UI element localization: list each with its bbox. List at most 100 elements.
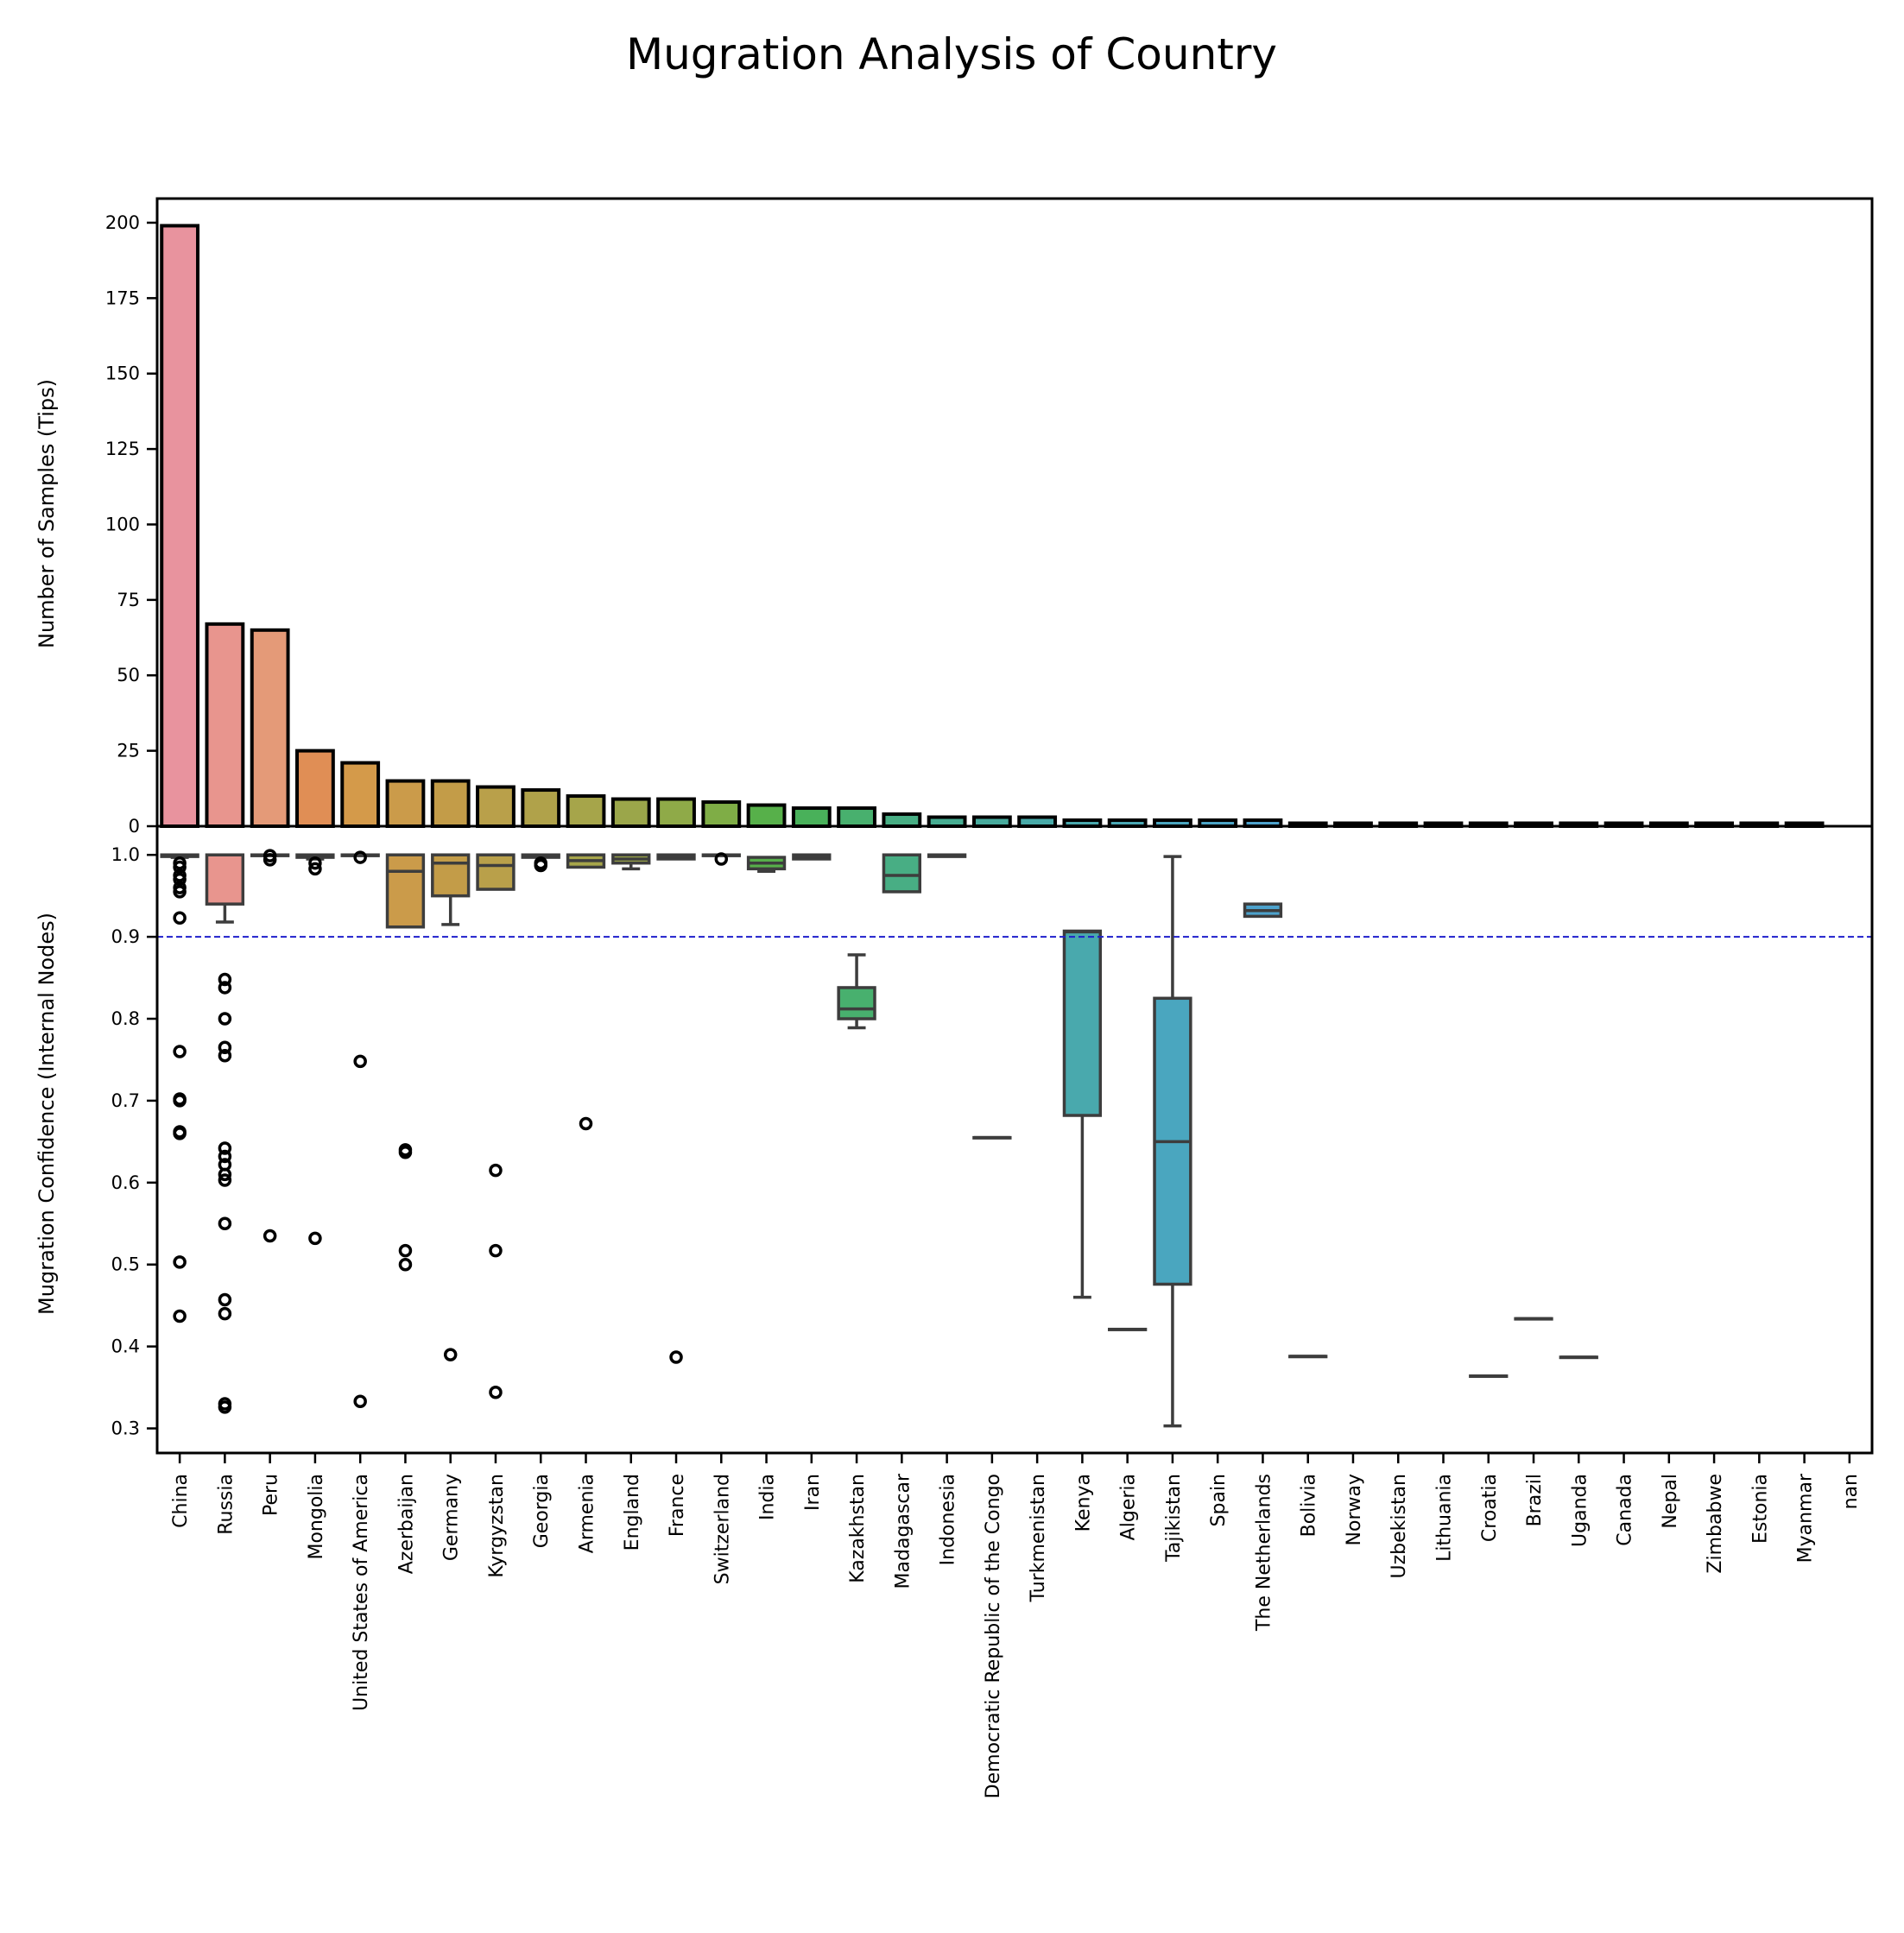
xtick-label: Germany <box>441 1474 463 1561</box>
bar-ylabel: Number of Samples (Tips) <box>35 379 59 648</box>
bar <box>701 800 742 828</box>
xtick-label: Kazakhstan <box>847 1474 869 1583</box>
bar-ytick-label: 150 <box>105 363 140 384</box>
bar <box>476 785 516 828</box>
box-ytick-label: 0.4 <box>111 1336 140 1357</box>
bar-ytick-label: 0 <box>129 816 140 837</box>
box-ytick-label: 0.7 <box>111 1090 140 1111</box>
bar <box>295 749 335 828</box>
chart-title: Mugration Analysis of Country <box>626 29 1277 79</box>
box-flier <box>489 1243 503 1258</box>
box-flier <box>308 856 322 870</box>
box-flier <box>263 1229 277 1243</box>
xtick-label: Switzerland <box>712 1474 733 1584</box>
box-flier <box>218 1149 232 1164</box>
xtick-label: Zimbabwe <box>1705 1474 1726 1574</box>
bar <box>430 779 471 829</box>
xtick-label: Bolivia <box>1299 1474 1320 1537</box>
box-flier <box>353 1054 367 1069</box>
bar-panel-frame <box>155 197 1874 828</box>
xtick-label: Croatia <box>1479 1474 1501 1542</box>
box-flier <box>534 858 547 873</box>
box-flier <box>173 1045 187 1058</box>
box-flier <box>218 1216 232 1231</box>
bar <box>610 797 651 829</box>
box-flier <box>353 1394 367 1408</box>
xtick-label: Georgia <box>531 1474 553 1548</box>
box-ytick-label: 1.0 <box>111 844 140 865</box>
xtick-label: Estonia <box>1749 1474 1771 1544</box>
box-flier <box>173 1094 187 1108</box>
box-flier <box>173 911 187 925</box>
bar <box>205 622 245 829</box>
box-flier <box>714 852 729 866</box>
box-flier <box>308 1231 322 1246</box>
xtick-label: Algeria <box>1118 1474 1140 1540</box>
box-flier <box>173 1309 187 1323</box>
xtick-label: Mongolia <box>306 1474 327 1560</box>
xtick-label: India <box>757 1474 779 1520</box>
box <box>205 853 245 906</box>
box-ytick-label: 0.3 <box>111 1418 140 1439</box>
box-flier <box>443 1348 458 1361</box>
box-flier <box>173 860 187 875</box>
box-flier <box>218 972 232 987</box>
box-flier <box>398 1257 413 1272</box>
xtick-label: Russia <box>215 1474 237 1535</box>
box-flier <box>218 1306 232 1321</box>
xtick-label: Norway <box>1344 1474 1365 1545</box>
xtick-label: Uganda <box>1569 1474 1591 1547</box>
box-panel: 0.3 0.4 0.5 0.6 0.7 0.8 0.9 1.0 <box>111 824 1874 1455</box>
box-flier <box>218 1400 232 1414</box>
xtick-label: Canada <box>1615 1474 1636 1546</box>
xtick-label: Kyrgyzstan <box>486 1474 508 1578</box>
xtick-label: Myanmar <box>1795 1473 1817 1563</box>
xtick-label: Indonesia <box>938 1474 959 1565</box>
xtick-label: Spain <box>1208 1474 1230 1526</box>
box-flier <box>218 981 232 995</box>
box <box>431 853 471 898</box>
xtick-label: The Netherlands <box>1253 1474 1275 1632</box>
xtick-label: France <box>667 1474 688 1537</box>
box-panel-frame <box>155 824 1874 1455</box>
bar-ytick-label: 50 <box>117 665 140 685</box>
bar-ytick-label: 125 <box>105 439 140 459</box>
box-flier <box>489 1163 503 1178</box>
bar <box>971 815 1012 828</box>
box-flier <box>173 885 187 899</box>
box-flier <box>579 1116 593 1131</box>
x-axis: China Russia Peru Mongolia United States of … <box>170 1453 1862 1798</box>
xtick-label: Brazil <box>1524 1474 1546 1526</box>
box-ylabel: Mugration Confidence (Internal Nodes) <box>35 913 59 1315</box>
xtick-label: Azerbaijan <box>395 1474 417 1574</box>
box <box>476 853 516 891</box>
xtick-label: Peru <box>261 1474 282 1516</box>
box <box>882 853 921 894</box>
box-ytick-label: 0.5 <box>111 1254 140 1275</box>
bar <box>791 806 832 829</box>
bar <box>160 224 200 828</box>
box-flier <box>308 862 322 876</box>
bar <box>927 815 967 828</box>
bar <box>656 797 696 829</box>
box-flier <box>218 1173 232 1187</box>
box-flier <box>218 1167 232 1182</box>
bar <box>746 803 787 828</box>
bar <box>385 779 426 829</box>
box-flier <box>218 1292 232 1307</box>
bar <box>882 812 922 828</box>
box-ytick-label: 0.8 <box>111 1008 140 1029</box>
bar-ytick-label: 175 <box>105 287 140 308</box>
box <box>385 853 426 929</box>
xtick-label: Turkmenistan <box>1028 1474 1049 1602</box>
bar-ytick-label: 200 <box>105 212 140 233</box>
xtick-label: Kenya <box>1072 1474 1094 1532</box>
box-flier <box>489 1386 503 1399</box>
box-ytick-label: 0.6 <box>111 1172 140 1193</box>
xtick-label: Iran <box>802 1474 824 1511</box>
xtick-label: China <box>170 1474 192 1528</box>
xtick-label: Madagascar <box>892 1473 914 1589</box>
xtick-label: Armenia <box>577 1474 598 1553</box>
xtick-label: Tajikistan <box>1163 1474 1185 1563</box>
